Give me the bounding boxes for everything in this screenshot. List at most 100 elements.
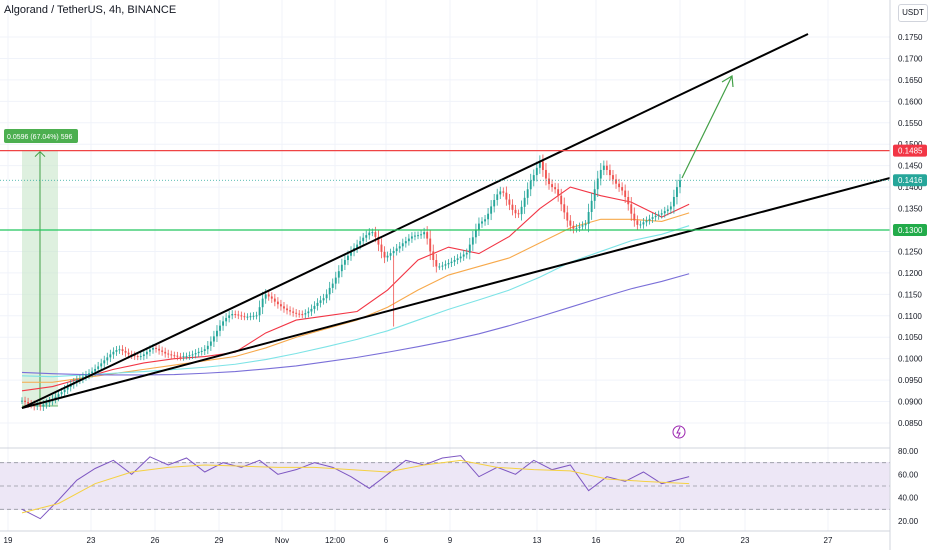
candle-body xyxy=(191,354,194,356)
candle-body xyxy=(212,336,215,342)
candle-body xyxy=(511,204,514,210)
time-tick-label: 6 xyxy=(384,536,389,545)
candle-body xyxy=(91,371,94,374)
candle-body xyxy=(642,222,645,225)
candle-body xyxy=(57,394,60,397)
candle-body xyxy=(103,360,106,364)
price-tag xyxy=(893,144,927,157)
candle-body xyxy=(121,349,124,351)
measure-arrow-head xyxy=(34,150,46,158)
candle-body xyxy=(471,237,474,245)
candle-body xyxy=(152,347,154,350)
candle-body xyxy=(502,191,505,193)
lightning-icon[interactable] xyxy=(672,425,686,439)
candle-body xyxy=(42,404,45,407)
price-tick-label: 0.1750 xyxy=(898,33,923,42)
candle-body xyxy=(225,317,228,322)
candle-body xyxy=(584,223,587,226)
candle-body xyxy=(639,224,642,226)
candle-body xyxy=(340,264,343,272)
candle-body xyxy=(347,255,349,261)
candle-body xyxy=(167,353,170,355)
time-tick-label: 16 xyxy=(592,536,601,545)
candle-body xyxy=(648,218,651,221)
candle-body xyxy=(523,197,526,207)
candle-body xyxy=(490,206,493,214)
candle-body xyxy=(176,355,179,357)
candle-body xyxy=(374,232,377,237)
measure-label: 0.0596 (67.04%) 596 xyxy=(7,134,72,141)
measure-label-box xyxy=(4,129,78,143)
candle-body xyxy=(88,373,90,375)
candle-body xyxy=(395,248,398,252)
rsi-indicator xyxy=(0,455,890,520)
candle-body xyxy=(161,350,164,352)
candle-body xyxy=(572,225,575,229)
time-tick-label: 23 xyxy=(741,536,750,545)
candle-body xyxy=(423,232,426,235)
time-tick-label: 19 xyxy=(4,536,13,545)
lower-trendline[interactable] xyxy=(21,177,891,409)
candle-body xyxy=(301,314,304,316)
candle-body xyxy=(182,356,185,358)
candle-body xyxy=(97,366,100,369)
candle-body xyxy=(322,298,325,301)
candle-body xyxy=(164,351,167,354)
candle-body xyxy=(60,392,63,395)
candle-body xyxy=(115,350,118,352)
projection-arrow[interactable] xyxy=(681,75,733,179)
price-axis[interactable]: 0.17500.17000.16500.16000.15500.15000.14… xyxy=(898,33,923,428)
candle-body xyxy=(222,321,224,326)
candle-body xyxy=(578,226,581,228)
candle-body xyxy=(343,260,346,265)
candle-body xyxy=(264,294,267,299)
price-tick-label: 0.1350 xyxy=(898,205,923,214)
candle-body xyxy=(520,206,523,215)
candle-body xyxy=(170,354,173,356)
candle-body xyxy=(456,258,459,261)
candle-body xyxy=(669,206,672,210)
candle-body xyxy=(310,308,313,312)
candle-body xyxy=(429,238,432,252)
candle-body xyxy=(541,161,544,170)
candle-body xyxy=(386,255,389,258)
candle-body xyxy=(24,400,26,402)
upper-trendline[interactable] xyxy=(21,33,809,409)
candle-body xyxy=(660,213,663,215)
candle-body xyxy=(325,294,328,299)
candle-body xyxy=(538,161,541,168)
candle-body xyxy=(295,312,298,314)
candle-body xyxy=(535,167,538,176)
candle-body xyxy=(243,316,246,318)
candle-body xyxy=(672,196,675,207)
currency-button[interactable]: USDT xyxy=(898,4,928,22)
candle-body xyxy=(246,316,249,318)
candle-body xyxy=(383,251,386,258)
price-tick-label: 0.1700 xyxy=(898,54,923,63)
price-tick-label: 0.1550 xyxy=(898,119,923,128)
price-tick-label: 0.0900 xyxy=(898,398,923,407)
candle-body xyxy=(529,180,532,190)
time-axis[interactable]: 19 23 26 29 Nov 12:00 6 9 13 16 20 23 27 xyxy=(4,536,833,545)
price-tag xyxy=(893,174,927,187)
candle-body xyxy=(252,315,255,317)
candle-body xyxy=(231,314,234,316)
candle-body xyxy=(666,209,669,212)
candle-body xyxy=(118,349,121,351)
candle-body xyxy=(484,219,486,222)
candle-body xyxy=(560,195,563,205)
candle-body xyxy=(255,315,258,317)
price-tag-label: 0.1416 xyxy=(898,176,923,185)
candle-body xyxy=(462,254,465,257)
candle-body xyxy=(663,211,666,214)
price-tick-label: 0.1450 xyxy=(898,162,923,171)
candle-body xyxy=(651,217,654,219)
price-tick-label: 0.1400 xyxy=(898,183,923,192)
candle-body xyxy=(237,314,240,316)
candle-body xyxy=(566,212,569,221)
candle-body xyxy=(124,350,127,353)
candle-body xyxy=(435,260,438,267)
candle-body xyxy=(654,215,657,218)
candle-body xyxy=(316,302,319,306)
